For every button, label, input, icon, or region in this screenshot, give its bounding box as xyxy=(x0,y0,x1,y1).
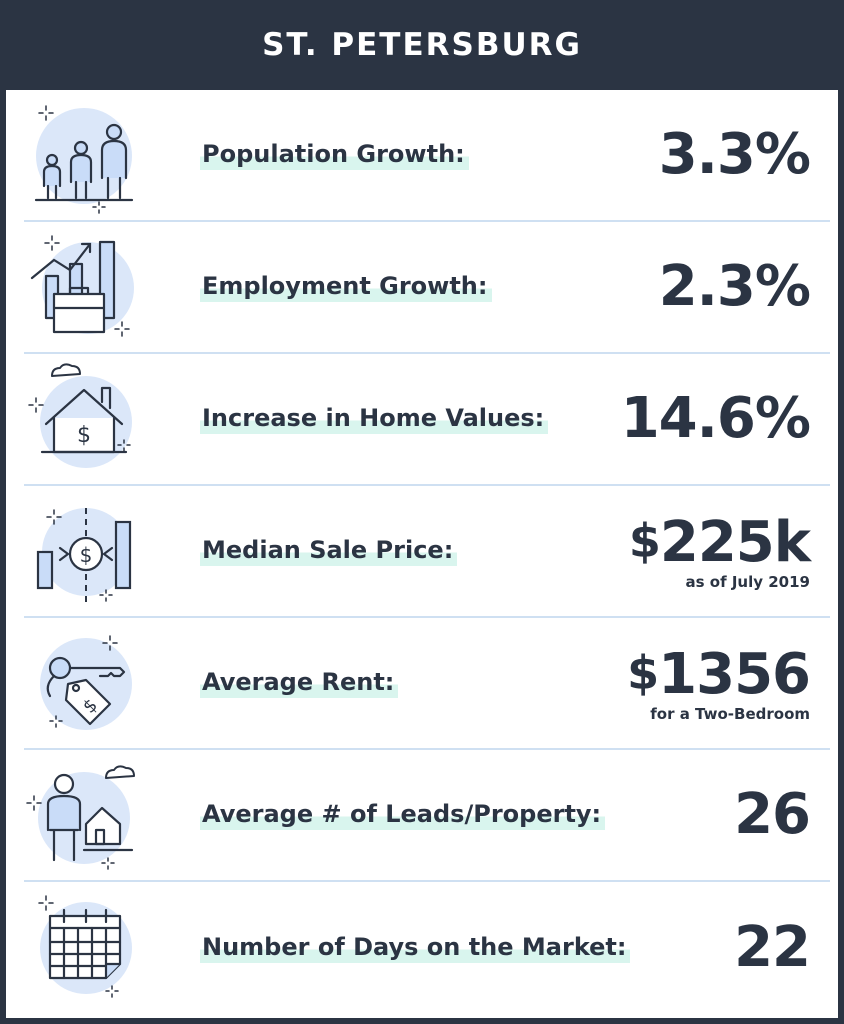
stat-label: Employment Growth: xyxy=(200,272,492,302)
people-icon xyxy=(24,90,144,222)
stat-row-days-on-market: Number of Days on the Market: 22 xyxy=(24,882,830,1014)
stat-value: 14.6% xyxy=(620,386,811,451)
stat-value-box: 3.3% xyxy=(658,122,811,187)
stat-label: Average Rent: xyxy=(200,668,399,698)
stat-value-box: $225k as of July 2019 xyxy=(628,510,811,592)
stat-value: $225k xyxy=(628,510,811,575)
stat-value-box: 22 xyxy=(734,915,811,980)
stat-value-box: $1356 for a Two-Bedroom xyxy=(627,642,811,724)
stat-label: Number of Days on the Market: xyxy=(200,933,631,963)
house-dollar-icon: $ xyxy=(24,354,144,486)
currency-symbol: $ xyxy=(628,514,661,568)
stats-panel: Population Growth: 3.3% xyxy=(6,90,838,1018)
stat-value: 26 xyxy=(734,782,811,847)
person-house-icon xyxy=(24,750,144,882)
page-title: ST. PETERSBURG xyxy=(262,27,582,63)
stat-value: 22 xyxy=(734,915,811,980)
stat-label: Population Growth: xyxy=(200,140,469,170)
stat-label: Median Sale Price: xyxy=(200,536,458,566)
stat-label: Increase in Home Values: xyxy=(200,404,549,434)
stat-row-employment: Employment Growth: 2.3% xyxy=(24,222,830,354)
currency-symbol: $ xyxy=(627,646,659,700)
stat-value: $1356 xyxy=(627,642,811,707)
stat-value-number: 1356 xyxy=(658,642,811,707)
svg-text:$: $ xyxy=(77,423,91,448)
key-tag-icon: $ xyxy=(24,618,144,750)
stat-value-box: 14.6% xyxy=(620,386,811,451)
svg-text:$: $ xyxy=(80,543,93,567)
stat-note: for a Two-Bedroom xyxy=(650,705,810,723)
stat-value-box: 26 xyxy=(734,782,811,847)
coin-bars-icon: $ xyxy=(24,486,144,618)
stat-value: 3.3% xyxy=(658,122,811,187)
calendar-icon xyxy=(24,882,144,1014)
briefcase-chart-icon xyxy=(24,222,144,354)
stat-row-home-values: $ Increase in Home Values: 14.6% xyxy=(24,354,830,486)
stat-value-number: 225k xyxy=(659,510,811,575)
stat-value: 2.3% xyxy=(658,254,811,319)
stat-row-population: Population Growth: 3.3% xyxy=(24,90,830,222)
stat-label: Average # of Leads/Property: xyxy=(200,800,606,830)
stat-note: as of July 2019 xyxy=(685,573,810,591)
stat-row-average-rent: $ Average Rent: $1356 for a Two-Bedroom xyxy=(24,618,830,750)
stat-row-median-price: $ Median Sale Price: $225k as of July 20… xyxy=(24,486,830,618)
stat-row-leads: Average # of Leads/Property: 26 xyxy=(24,750,830,882)
stat-value-box: 2.3% xyxy=(658,254,811,319)
